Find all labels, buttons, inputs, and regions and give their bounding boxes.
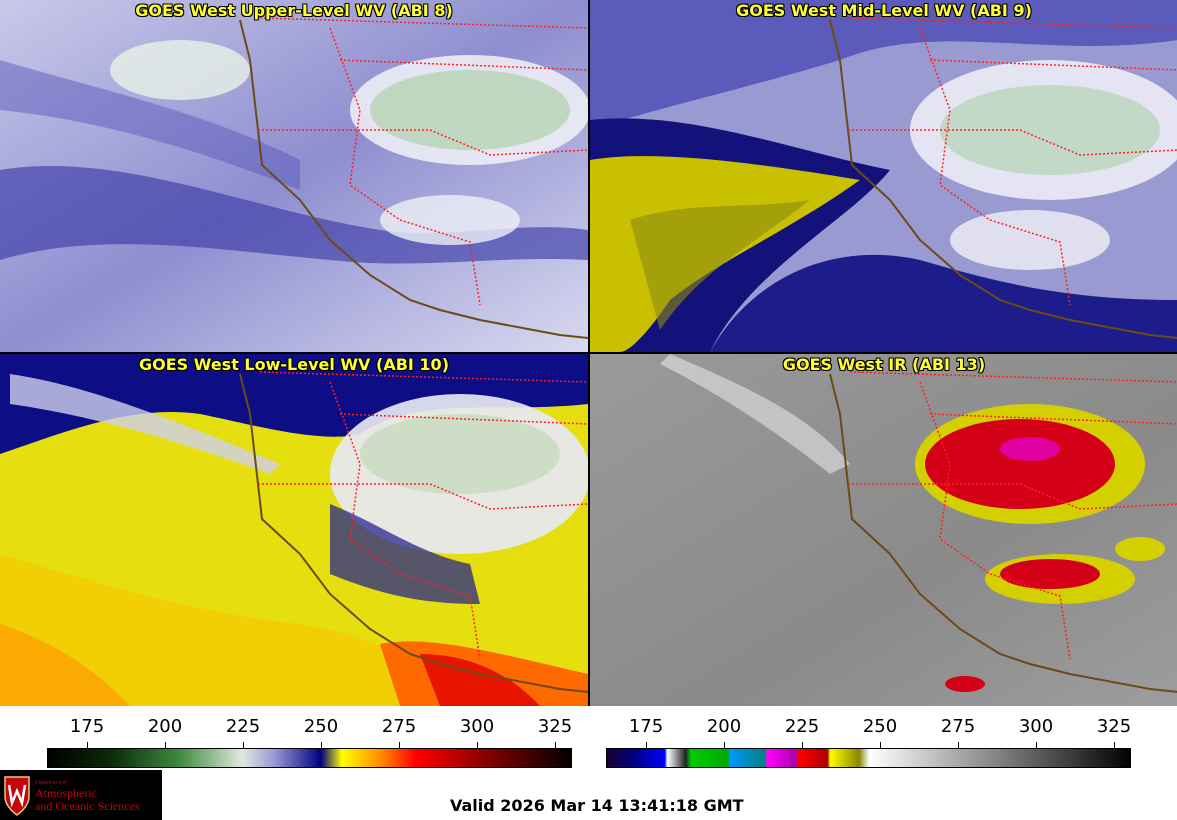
panel-upper-wv: GOES West Upper-Level WV (ABI 8) bbox=[0, 0, 588, 352]
panel-ir: GOES West IR (ABI 13) bbox=[590, 354, 1177, 706]
aos-logo: Department of Atmospheric and Oceanic Sc… bbox=[0, 770, 162, 820]
ir-tick-label: 225 bbox=[784, 716, 820, 737]
logo-line-1: Atmospheric bbox=[35, 786, 97, 800]
ir-colorbar bbox=[606, 748, 1131, 768]
wv-tick-label: 275 bbox=[381, 716, 417, 737]
wv-tick-label: 200 bbox=[147, 716, 183, 737]
horizontal-divider bbox=[0, 352, 1177, 354]
ir-tick-label: 175 bbox=[628, 716, 664, 737]
ir-tick-label: 275 bbox=[940, 716, 976, 737]
panel-low-wv: GOES West Low-Level WV (ABI 10) bbox=[0, 354, 588, 706]
ir-tick-label: 300 bbox=[1018, 716, 1054, 737]
mid-wv-image bbox=[590, 0, 1177, 352]
wv-tick-label: 250 bbox=[303, 716, 339, 737]
logo-dept-text: Department of bbox=[35, 780, 67, 786]
panel-title: GOES West Upper-Level WV (ABI 8) bbox=[135, 1, 453, 20]
logo-line-2: and Oceanic Sciences bbox=[35, 799, 140, 813]
wv-colorbar bbox=[47, 748, 572, 768]
uw-crest-icon bbox=[4, 776, 30, 816]
wv-colorbar-ticks: 175 200 225 250 275 300 325 bbox=[0, 716, 588, 742]
upper-wv-image bbox=[0, 0, 588, 352]
wv-tick-label: 325 bbox=[537, 716, 573, 737]
ir-tick-label: 250 bbox=[862, 716, 898, 737]
ir-colorbar-ticks: 175 200 225 250 275 300 325 bbox=[0, 716, 1177, 742]
ir-tick-label: 200 bbox=[706, 716, 742, 737]
panel-mid-wv: GOES West Mid-Level WV (ABI 9) bbox=[590, 0, 1177, 352]
wv-tick-label: 300 bbox=[459, 716, 495, 737]
valid-time: Valid 2026 Mar 14 13:41:18 GMT bbox=[450, 796, 744, 815]
panel-title: GOES West Mid-Level WV (ABI 9) bbox=[736, 1, 1032, 20]
panel-title: GOES West IR (ABI 13) bbox=[782, 355, 986, 374]
ir-image bbox=[590, 354, 1177, 706]
wv-tick-label: 225 bbox=[225, 716, 261, 737]
wv-tick-label: 175 bbox=[69, 716, 105, 737]
ir-tick-label: 325 bbox=[1096, 716, 1132, 737]
low-wv-image bbox=[0, 354, 588, 706]
logo-name: Atmospheric and Oceanic Sciences bbox=[35, 787, 140, 813]
panel-title: GOES West Low-Level WV (ABI 10) bbox=[138, 355, 449, 374]
